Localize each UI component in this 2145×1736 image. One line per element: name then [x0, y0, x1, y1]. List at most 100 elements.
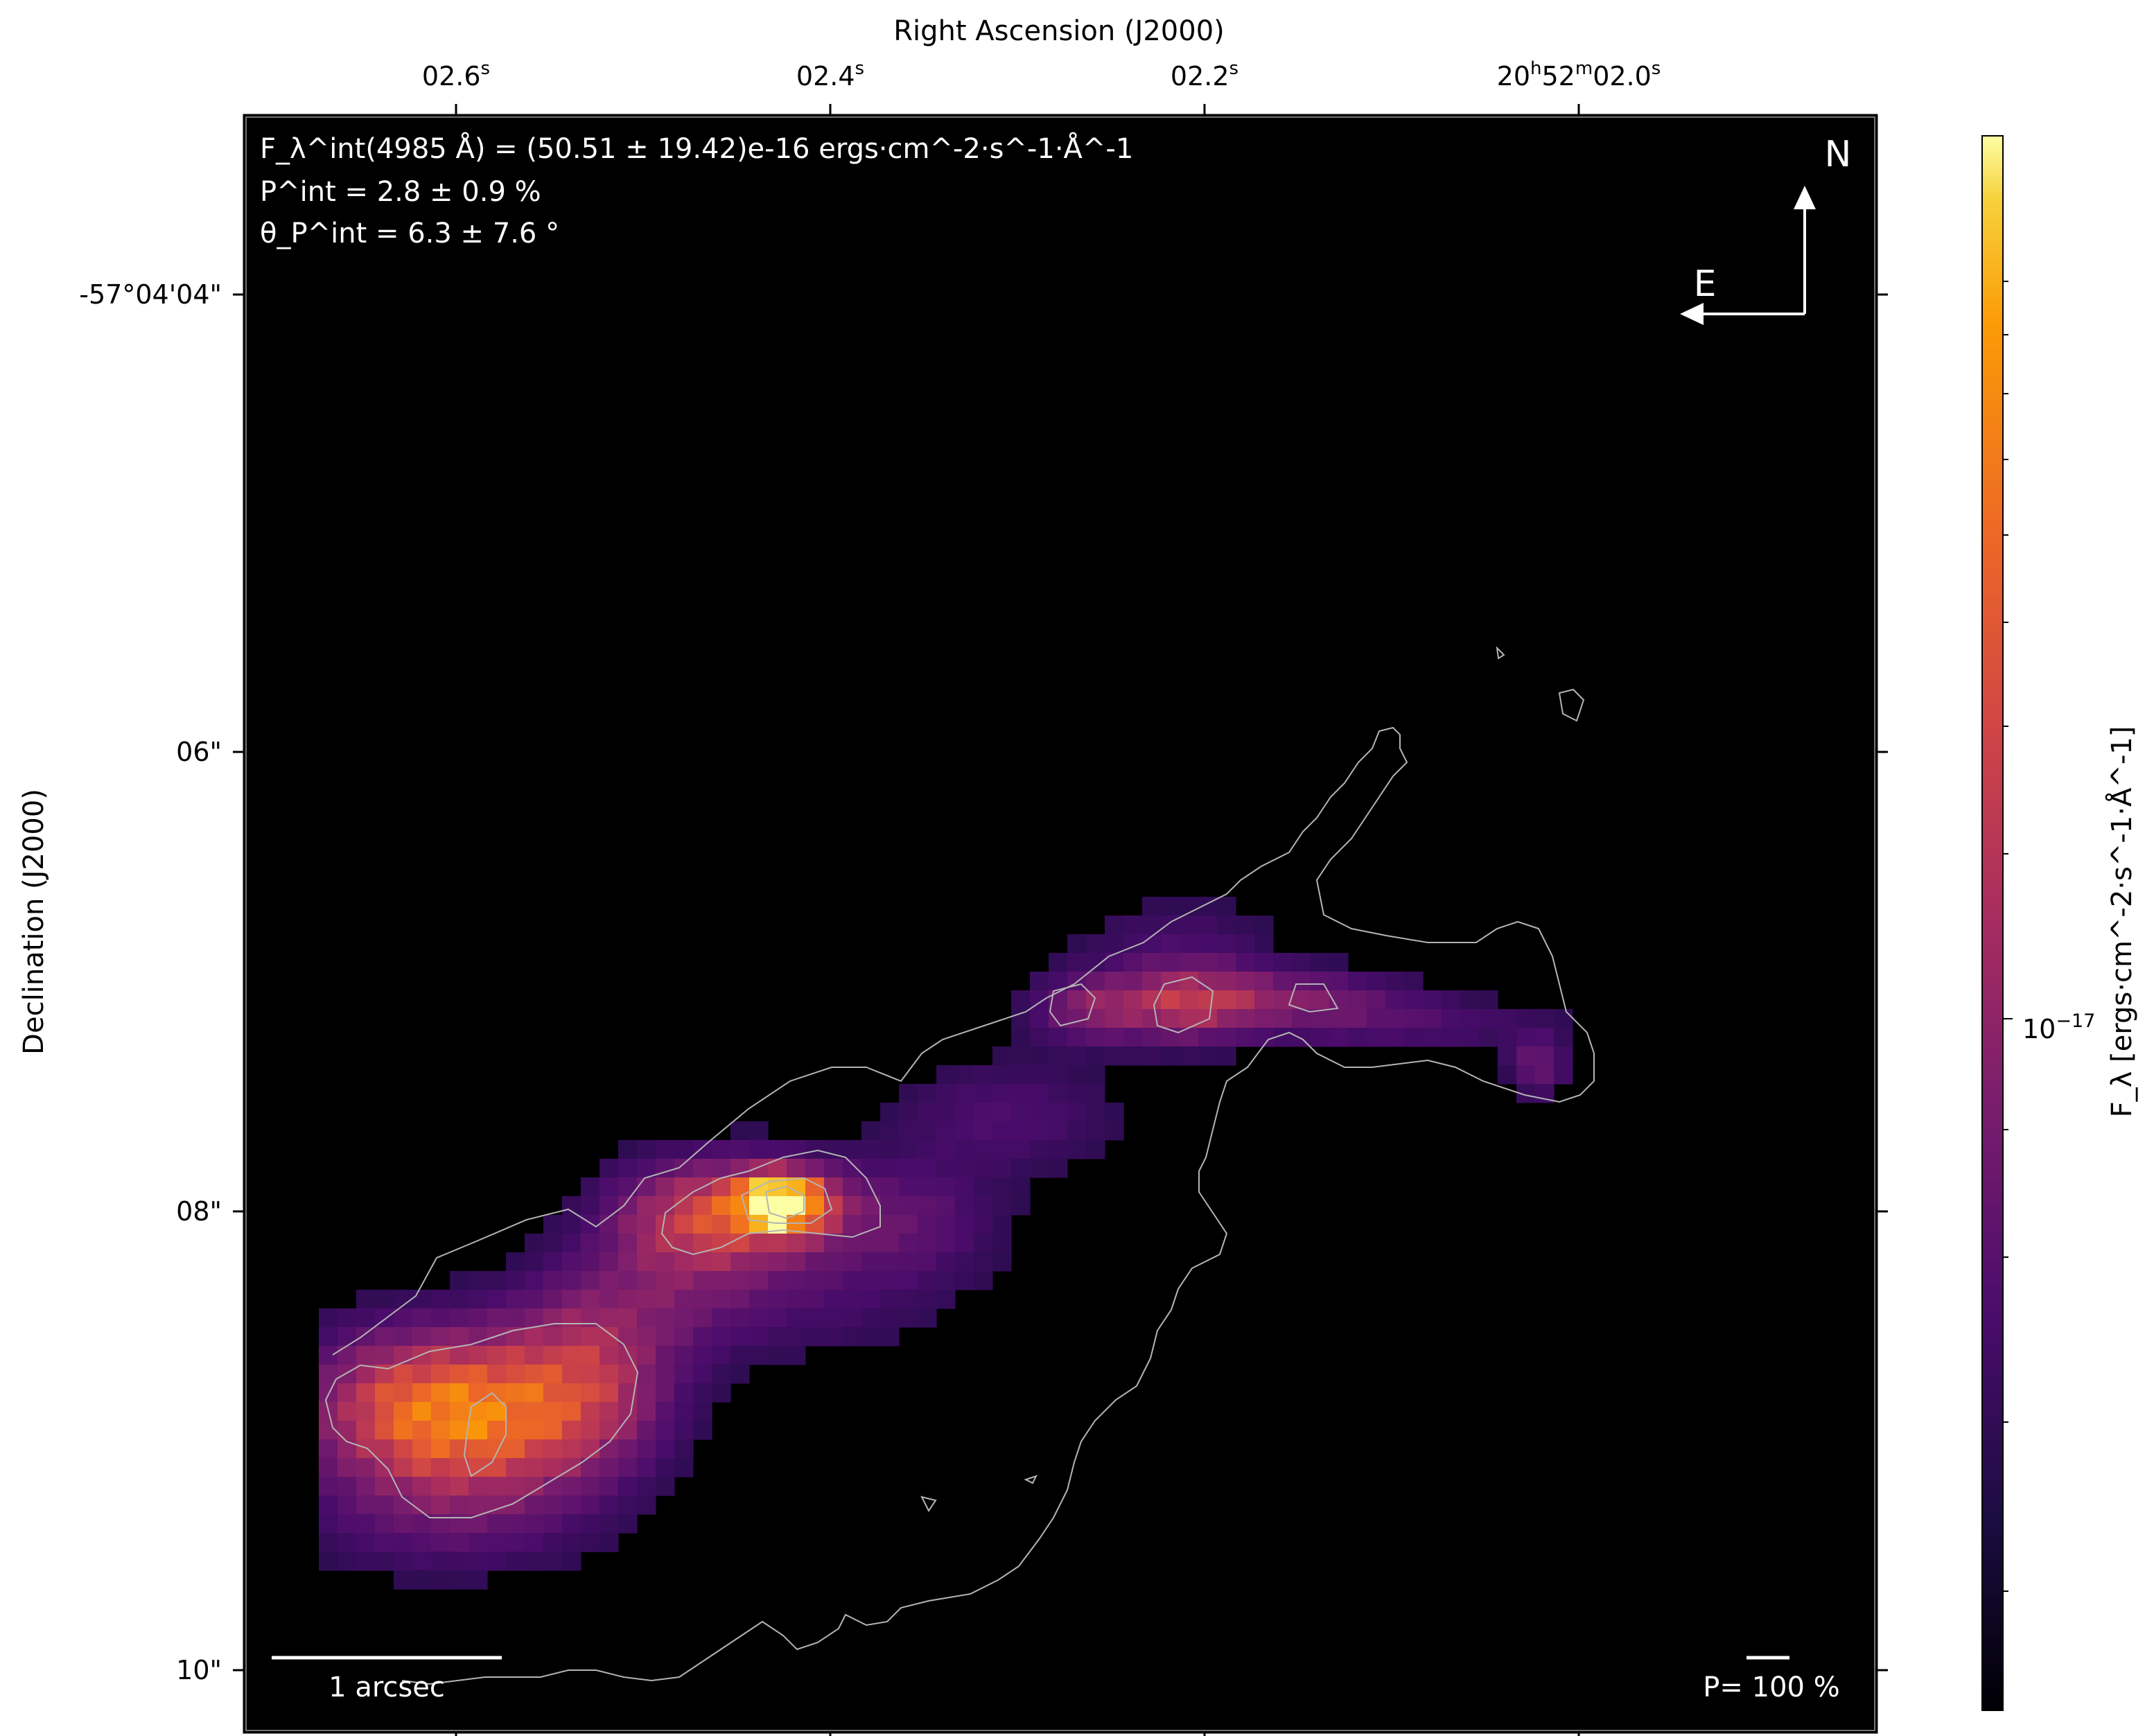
map-pixel: [1123, 1028, 1143, 1047]
map-pixel: [543, 1252, 563, 1272]
map-pixel: [1273, 990, 1293, 1010]
map-pixel: [581, 1327, 600, 1347]
map-pixel: [1123, 953, 1143, 972]
map-pixel: [1460, 1028, 1480, 1047]
map-pixel: [1123, 915, 1143, 935]
map-pixel: [974, 1234, 993, 1253]
map-pixel: [506, 1383, 525, 1403]
map-pixel: [992, 1046, 1012, 1066]
map-pixel: [562, 1533, 581, 1552]
map-pixel: [1367, 990, 1386, 1010]
peak-outer-contour: [660, 1149, 881, 1256]
map-pixel: [1011, 1121, 1031, 1141]
map-pixel: [319, 1477, 338, 1496]
map-pixel: [562, 1271, 581, 1290]
map-pixel: [394, 1496, 413, 1515]
map-pixel: [843, 1290, 862, 1309]
map-pixel: [599, 1271, 619, 1290]
map-pixel: [936, 1177, 956, 1197]
map-pixel: [618, 1140, 638, 1159]
map-pixel: [674, 1140, 694, 1159]
map-pixel: [749, 1140, 769, 1159]
map-pixel: [730, 1177, 750, 1197]
map-pixel: [450, 1533, 469, 1552]
map-pixel: [599, 1421, 619, 1440]
map-pixel: [618, 1271, 638, 1290]
map-pixel: [599, 1177, 619, 1197]
map-pixel: [693, 1327, 712, 1347]
map-pixel: [787, 1159, 806, 1178]
map-pixel: [618, 1496, 638, 1515]
map-pixel: [805, 1308, 825, 1328]
map-pixel: [1404, 972, 1424, 991]
map-pixel: [412, 1346, 432, 1365]
map-pixel: [338, 1365, 357, 1384]
map-pixel: [918, 1271, 937, 1290]
map-pixel: [749, 1308, 769, 1328]
map-pixel: [356, 1327, 376, 1347]
map-pixel: [1030, 1084, 1049, 1103]
map-pixel: [674, 1402, 694, 1421]
map-pixel: [1535, 1009, 1555, 1028]
map-pixel: [843, 1215, 862, 1234]
map-pixel: [674, 1252, 694, 1272]
map-pixel: [1142, 1009, 1162, 1028]
map-pixel: [1011, 1084, 1031, 1103]
map-pixel: [787, 1271, 806, 1290]
map-pixel: [618, 1159, 638, 1178]
map-pixel: [431, 1308, 450, 1328]
peak-mid-contour: [740, 1177, 833, 1224]
map-pixel: [506, 1290, 525, 1309]
map-pixel: [506, 1477, 525, 1496]
map-pixel: [525, 1552, 544, 1571]
map-pixel: [880, 1308, 900, 1328]
map-pixel: [824, 1159, 843, 1178]
map-pixel: [356, 1496, 376, 1515]
map-pixel: [805, 1140, 825, 1159]
map-pixel: [674, 1383, 694, 1403]
map-pixel: [992, 1103, 1012, 1122]
map-pixel: [880, 1215, 900, 1234]
map-pixel: [1067, 1065, 1087, 1085]
map-pixel: [918, 1084, 937, 1103]
map-pixel: [1254, 934, 1274, 954]
map-pixel: [450, 1570, 469, 1590]
colorbar-label: F_λ [ergs·cm^-2·s^-1·Å^-1]: [2105, 726, 2138, 1118]
map-pixel: [936, 1103, 956, 1122]
map-pixel: [637, 1346, 656, 1365]
map-pixel: [1049, 1140, 1068, 1159]
map-pixel: [450, 1271, 469, 1290]
map-pixel: [992, 1065, 1012, 1085]
map-pixel: [1011, 1046, 1031, 1066]
map-pixel: [1030, 972, 1049, 991]
map-pixel: [375, 1290, 394, 1309]
map-pixel: [543, 1290, 563, 1309]
map-pixel: [843, 1327, 862, 1347]
map-pixel: [450, 1365, 469, 1384]
map-pixel: [1498, 1028, 1517, 1047]
map-pixel: [506, 1421, 525, 1440]
map-pixel: [562, 1234, 581, 1253]
map-pixel: [749, 1252, 769, 1272]
map-pixel: [618, 1365, 638, 1384]
map-pixel: [1554, 1009, 1573, 1028]
map-pixel: [1498, 1046, 1517, 1066]
map-pixel: [936, 1121, 956, 1141]
map-pixel: [1423, 1028, 1442, 1047]
map-pixel: [824, 1252, 843, 1272]
map-pixel: [543, 1421, 563, 1440]
map-pixel: [1142, 972, 1162, 991]
map-pixel: [1086, 990, 1105, 1010]
map-pixel: [581, 1383, 600, 1403]
map-pixel: [543, 1552, 563, 1571]
map-pixel: [1498, 1009, 1517, 1028]
map-pixel: [1161, 1009, 1180, 1028]
map-pixel: [599, 1215, 619, 1234]
map-pixel: [356, 1308, 376, 1328]
map-pixel: [431, 1552, 450, 1571]
map-pixel: [338, 1383, 357, 1403]
map-pixel: [319, 1458, 338, 1478]
map-pixel: [918, 1308, 937, 1328]
map-pixel: [843, 1196, 862, 1216]
map-pixel: [1385, 1028, 1405, 1047]
